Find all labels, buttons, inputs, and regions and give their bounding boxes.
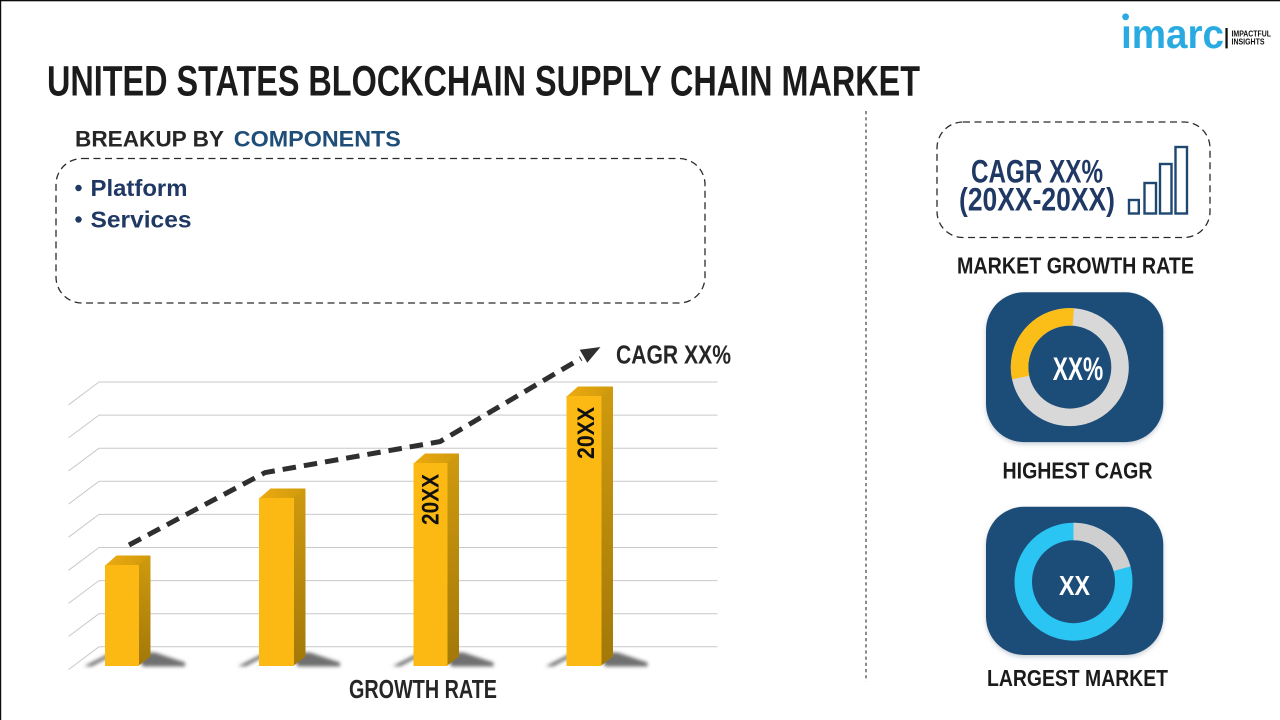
svg-text:GROWTH RATE: GROWTH RATE <box>349 676 497 704</box>
svg-text:XX: XX <box>1059 570 1090 601</box>
svg-text:HIGHEST CAGR: HIGHEST CAGR <box>1003 458 1153 484</box>
svg-text:BREAKUP BY: BREAKUP BY <box>75 126 224 151</box>
svg-text:20XX: 20XX <box>418 473 445 525</box>
svg-text:ımarc: ımarc <box>1121 11 1224 57</box>
svg-text:CAGR XX%: CAGR XX% <box>971 154 1103 190</box>
svg-text:Platform: Platform <box>91 175 188 201</box>
svg-text:COMPONENTS: COMPONENTS <box>234 126 401 151</box>
svg-text:IMPACTFUL: IMPACTFUL <box>1232 29 1272 38</box>
svg-text:UNITED STATES BLOCKCHAIN SUPPL: UNITED STATES BLOCKCHAIN SUPPLY CHAIN MA… <box>47 58 920 106</box>
svg-text:XX%: XX% <box>1053 351 1104 387</box>
svg-text:MARKET GROWTH RATE: MARKET GROWTH RATE <box>957 253 1194 279</box>
svg-text:INSIGHTS: INSIGHTS <box>1232 38 1266 47</box>
svg-text:(20XX-20XX): (20XX-20XX) <box>959 182 1115 218</box>
svg-text:Services: Services <box>91 207 192 233</box>
svg-text:CAGR XX%: CAGR XX% <box>616 342 731 370</box>
svg-text:20XX: 20XX <box>573 406 600 459</box>
svg-text:LARGEST MARKET: LARGEST MARKET <box>987 665 1168 691</box>
